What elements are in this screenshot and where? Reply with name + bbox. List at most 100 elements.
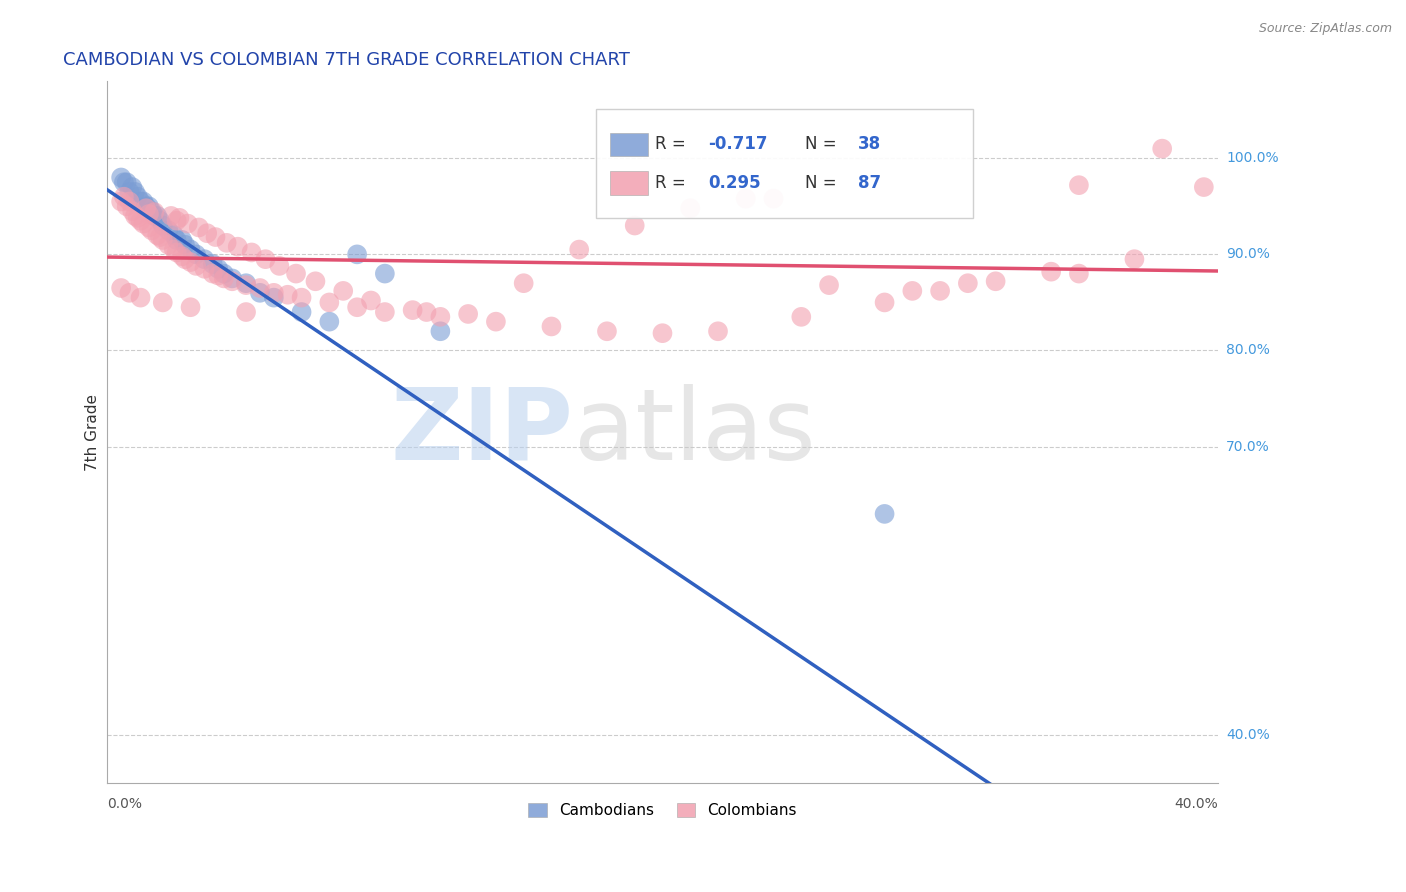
Text: Source: ZipAtlas.com: Source: ZipAtlas.com bbox=[1258, 22, 1392, 36]
Point bbox=[152, 219, 174, 233]
Point bbox=[138, 199, 160, 213]
Point bbox=[956, 276, 979, 290]
Point bbox=[374, 267, 396, 281]
Point bbox=[240, 245, 263, 260]
Point bbox=[290, 291, 312, 305]
Text: 0.0%: 0.0% bbox=[107, 797, 142, 812]
Point bbox=[212, 267, 235, 281]
Point bbox=[651, 326, 673, 341]
Point bbox=[149, 230, 172, 244]
Point bbox=[124, 209, 146, 223]
Point bbox=[132, 194, 155, 209]
Point bbox=[734, 192, 756, 206]
Point bbox=[221, 274, 243, 288]
Point bbox=[679, 201, 702, 215]
Point bbox=[332, 284, 354, 298]
Point bbox=[457, 307, 479, 321]
Point bbox=[115, 199, 138, 213]
Point bbox=[121, 180, 143, 194]
Point bbox=[221, 271, 243, 285]
Point bbox=[318, 315, 340, 329]
Point bbox=[132, 217, 155, 231]
Point bbox=[285, 267, 308, 281]
Point bbox=[512, 276, 534, 290]
Point bbox=[235, 278, 257, 293]
Point bbox=[124, 185, 146, 199]
Point bbox=[143, 209, 166, 223]
Point bbox=[110, 170, 132, 185]
Text: 80.0%: 80.0% bbox=[1226, 343, 1270, 358]
Point bbox=[568, 243, 591, 257]
Point bbox=[207, 261, 229, 276]
Point bbox=[873, 507, 896, 521]
Point bbox=[254, 252, 277, 267]
Text: -0.717: -0.717 bbox=[709, 136, 768, 153]
Point bbox=[193, 261, 215, 276]
Text: ZIP: ZIP bbox=[391, 384, 574, 481]
Point bbox=[762, 192, 785, 206]
Point bbox=[818, 278, 841, 293]
Point bbox=[174, 252, 197, 267]
Point bbox=[429, 324, 451, 338]
Point bbox=[149, 213, 172, 227]
Point bbox=[1040, 265, 1063, 279]
Point bbox=[1067, 267, 1090, 281]
Point bbox=[235, 276, 257, 290]
Y-axis label: 7th Grade: 7th Grade bbox=[86, 393, 100, 471]
Point bbox=[901, 284, 924, 298]
Text: 38: 38 bbox=[858, 136, 882, 153]
Text: 100.0%: 100.0% bbox=[1226, 152, 1278, 165]
Point bbox=[304, 274, 326, 288]
Point bbox=[163, 243, 186, 257]
FancyBboxPatch shape bbox=[596, 110, 973, 219]
Point bbox=[172, 233, 194, 247]
Point bbox=[374, 305, 396, 319]
Point bbox=[118, 185, 141, 199]
Point bbox=[152, 233, 174, 247]
Point bbox=[146, 228, 169, 243]
Point bbox=[121, 204, 143, 219]
Point bbox=[204, 230, 226, 244]
Point bbox=[110, 194, 132, 209]
Text: 40.0%: 40.0% bbox=[1174, 797, 1218, 812]
Point bbox=[929, 284, 952, 298]
Point bbox=[166, 245, 188, 260]
Point bbox=[129, 291, 152, 305]
Point bbox=[201, 267, 224, 281]
Point bbox=[135, 199, 157, 213]
Point bbox=[623, 219, 645, 233]
Point bbox=[169, 211, 191, 225]
Point bbox=[118, 285, 141, 300]
Text: R =: R = bbox=[655, 174, 690, 192]
Point bbox=[177, 217, 200, 231]
Point bbox=[401, 303, 423, 318]
Point bbox=[269, 259, 291, 273]
Point bbox=[160, 209, 183, 223]
Point bbox=[193, 252, 215, 267]
Point bbox=[235, 305, 257, 319]
Point bbox=[187, 220, 209, 235]
Point bbox=[346, 300, 368, 314]
Point bbox=[157, 223, 180, 237]
Point bbox=[263, 285, 285, 300]
Point bbox=[184, 259, 207, 273]
Point bbox=[172, 249, 194, 263]
Point bbox=[1192, 180, 1215, 194]
Point bbox=[129, 213, 152, 227]
Point bbox=[127, 211, 149, 225]
Point bbox=[141, 223, 163, 237]
Text: 70.0%: 70.0% bbox=[1226, 440, 1270, 454]
Point bbox=[118, 194, 141, 209]
Point bbox=[1152, 142, 1174, 156]
Text: R =: R = bbox=[655, 136, 690, 153]
Point bbox=[263, 291, 285, 305]
Point bbox=[163, 228, 186, 243]
Point bbox=[112, 190, 135, 204]
Point bbox=[152, 295, 174, 310]
Point bbox=[201, 257, 224, 271]
Point bbox=[249, 285, 271, 300]
Point bbox=[112, 175, 135, 189]
Point bbox=[226, 240, 249, 254]
Point bbox=[146, 209, 169, 223]
Point bbox=[215, 235, 238, 250]
